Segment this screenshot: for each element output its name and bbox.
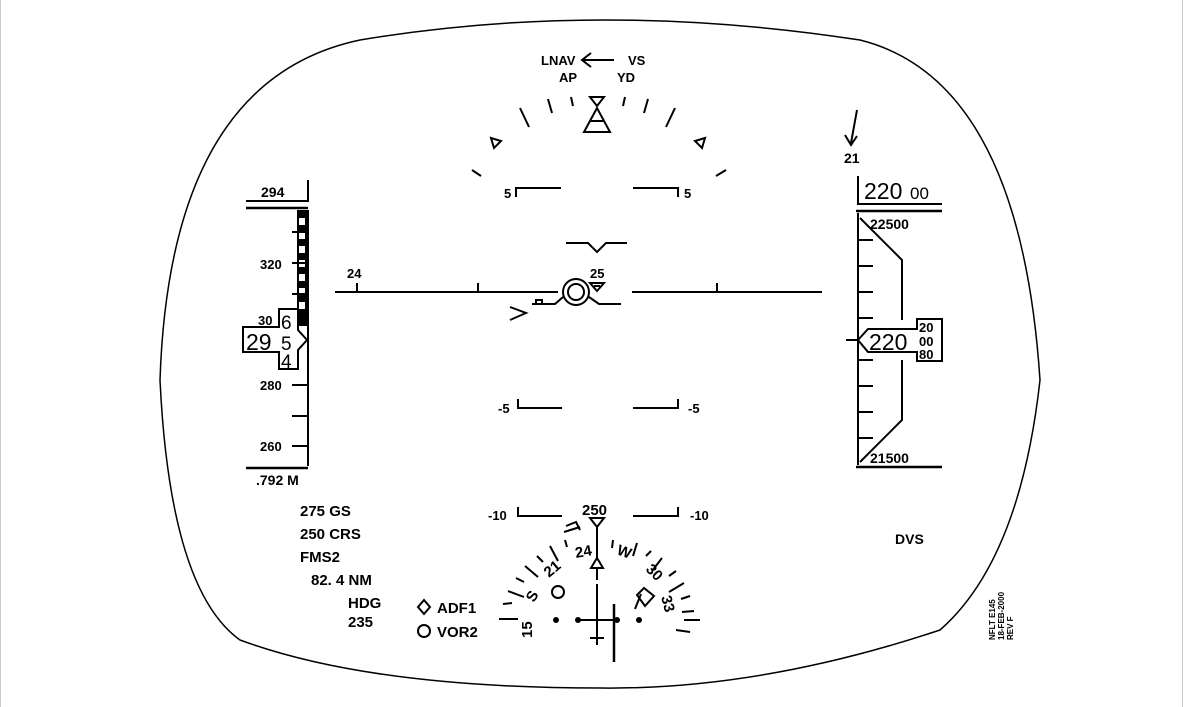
compass-label-30: 30 bbox=[642, 561, 666, 585]
document-reference: NFLT E145 18-FEB-2000 REV F bbox=[988, 591, 1015, 640]
horizon-line: 24 25 bbox=[335, 266, 822, 293]
fma-yaw-damper: YD bbox=[617, 70, 635, 85]
compass-label-33: 33 bbox=[657, 594, 678, 615]
roll-scale bbox=[471, 96, 727, 177]
distance: 82. 4 NM bbox=[311, 572, 372, 589]
airspeed-readout-box bbox=[242, 308, 309, 370]
pitch-neg5-left-label: -5 bbox=[498, 401, 510, 416]
pitch-ladder: 5 5 -5 -5 -10 -10 bbox=[488, 186, 709, 523]
doc-ref-line1: NFLT E145 bbox=[988, 599, 997, 640]
pitch-5-right-label: 5 bbox=[684, 186, 691, 201]
compass-rose: 250 15 S 21 24 W 30 33 bbox=[499, 502, 700, 662]
roll-zero-pointer bbox=[587, 96, 607, 108]
compass-label-24: 24 bbox=[574, 542, 594, 562]
airspeed-drum-bot: 4 bbox=[281, 352, 292, 373]
altitude-tape: 21 220 00 22500 21500 220 20 00 80 bbox=[844, 109, 943, 469]
vor-label: VOR2 bbox=[437, 624, 478, 641]
vertical-speed-readout: 21 bbox=[844, 150, 860, 166]
pitch-neg10-left-label: -10 bbox=[488, 508, 507, 523]
fma-lateral: LNAV bbox=[541, 53, 576, 68]
heading-label: HDG bbox=[348, 595, 381, 612]
doc-ref-line3: REV F bbox=[1006, 616, 1015, 640]
ground-speed: 275 GS bbox=[300, 503, 351, 520]
dvs-label: DVS bbox=[895, 531, 924, 547]
altitude-drum-bot: 80 bbox=[919, 347, 933, 362]
compass-label-21: 21 bbox=[541, 557, 565, 581]
course-pointer bbox=[589, 556, 605, 569]
airspeed-tick-320: 320 bbox=[260, 257, 282, 272]
heading-tape-24: 24 bbox=[347, 266, 362, 281]
roll-45-right-marker bbox=[693, 136, 707, 150]
speed-error-tape-chevron bbox=[509, 306, 529, 321]
airspeed-tick-260: 260 bbox=[260, 439, 282, 454]
pitch-5-left-label: 5 bbox=[504, 186, 511, 201]
hud-combiner-outline bbox=[159, 19, 1041, 689]
selected-altitude-major: 220 bbox=[864, 178, 902, 204]
selected-heading-bug bbox=[587, 282, 607, 293]
mach-readout: .792 M bbox=[256, 472, 299, 488]
altitude-readout-box bbox=[856, 318, 943, 362]
altitude-drum-top: 20 bbox=[919, 320, 933, 335]
doc-ref-line2: 18-FEB-2000 bbox=[997, 591, 1006, 640]
airspeed-drum-mid: 5 bbox=[281, 334, 292, 355]
heading-tape-25: 25 bbox=[590, 266, 604, 281]
nav-source: FMS2 bbox=[300, 549, 340, 566]
airspeed-tick-280: 280 bbox=[260, 378, 282, 393]
adf-diamond-icon bbox=[416, 598, 432, 616]
altitude-tape-bottom: 21500 bbox=[870, 450, 909, 466]
airspeed-drum-top: 6 bbox=[281, 313, 292, 334]
heading-value: 235 bbox=[348, 614, 373, 631]
adf-label: ADF1 bbox=[437, 600, 476, 617]
altitude-current-main: 220 bbox=[869, 329, 907, 355]
altitude-tape-top: 22500 bbox=[870, 216, 909, 232]
airspeed-current-main: 29 bbox=[246, 329, 272, 355]
compass-label-w: W bbox=[615, 542, 635, 563]
airspeed-tape: 294 320 280 260 30 29 6 5 4 .792 M bbox=[242, 180, 309, 488]
selected-airspeed: 294 bbox=[261, 184, 285, 200]
bearing-legend: ADF1 VOR2 bbox=[416, 598, 478, 641]
flight-mode-annunciator: LNAV VS AP YD bbox=[541, 52, 646, 85]
vor2-bearing-pointer bbox=[551, 585, 565, 599]
selected-altitude-minor: 00 bbox=[910, 184, 929, 203]
pitch-neg5-right-label: -5 bbox=[688, 401, 700, 416]
compass-label-15: 15 bbox=[519, 621, 536, 638]
adf1-bearing-pointer bbox=[635, 586, 656, 608]
compass-heading-readout: 250 bbox=[582, 502, 607, 519]
navigation-data-block: 275 GS 250 CRS FMS2 82. 4 NM HDG 235 bbox=[300, 503, 381, 631]
vor-circle-icon bbox=[417, 624, 431, 638]
airspeed-trend-label: 30 bbox=[258, 313, 272, 328]
course: 250 CRS bbox=[300, 526, 361, 543]
compass-lubber-line bbox=[587, 517, 607, 529]
altitude-drum-mid: 00 bbox=[919, 334, 933, 349]
flight-path-director bbox=[566, 242, 627, 254]
fma-vertical: VS bbox=[628, 53, 646, 68]
compass-label-s: S bbox=[523, 588, 543, 605]
roll-45-left-marker bbox=[489, 136, 503, 150]
flight-path-symbol bbox=[509, 278, 621, 321]
fma-autopilot: AP bbox=[559, 70, 577, 85]
pitch-neg10-right-label: -10 bbox=[690, 508, 709, 523]
